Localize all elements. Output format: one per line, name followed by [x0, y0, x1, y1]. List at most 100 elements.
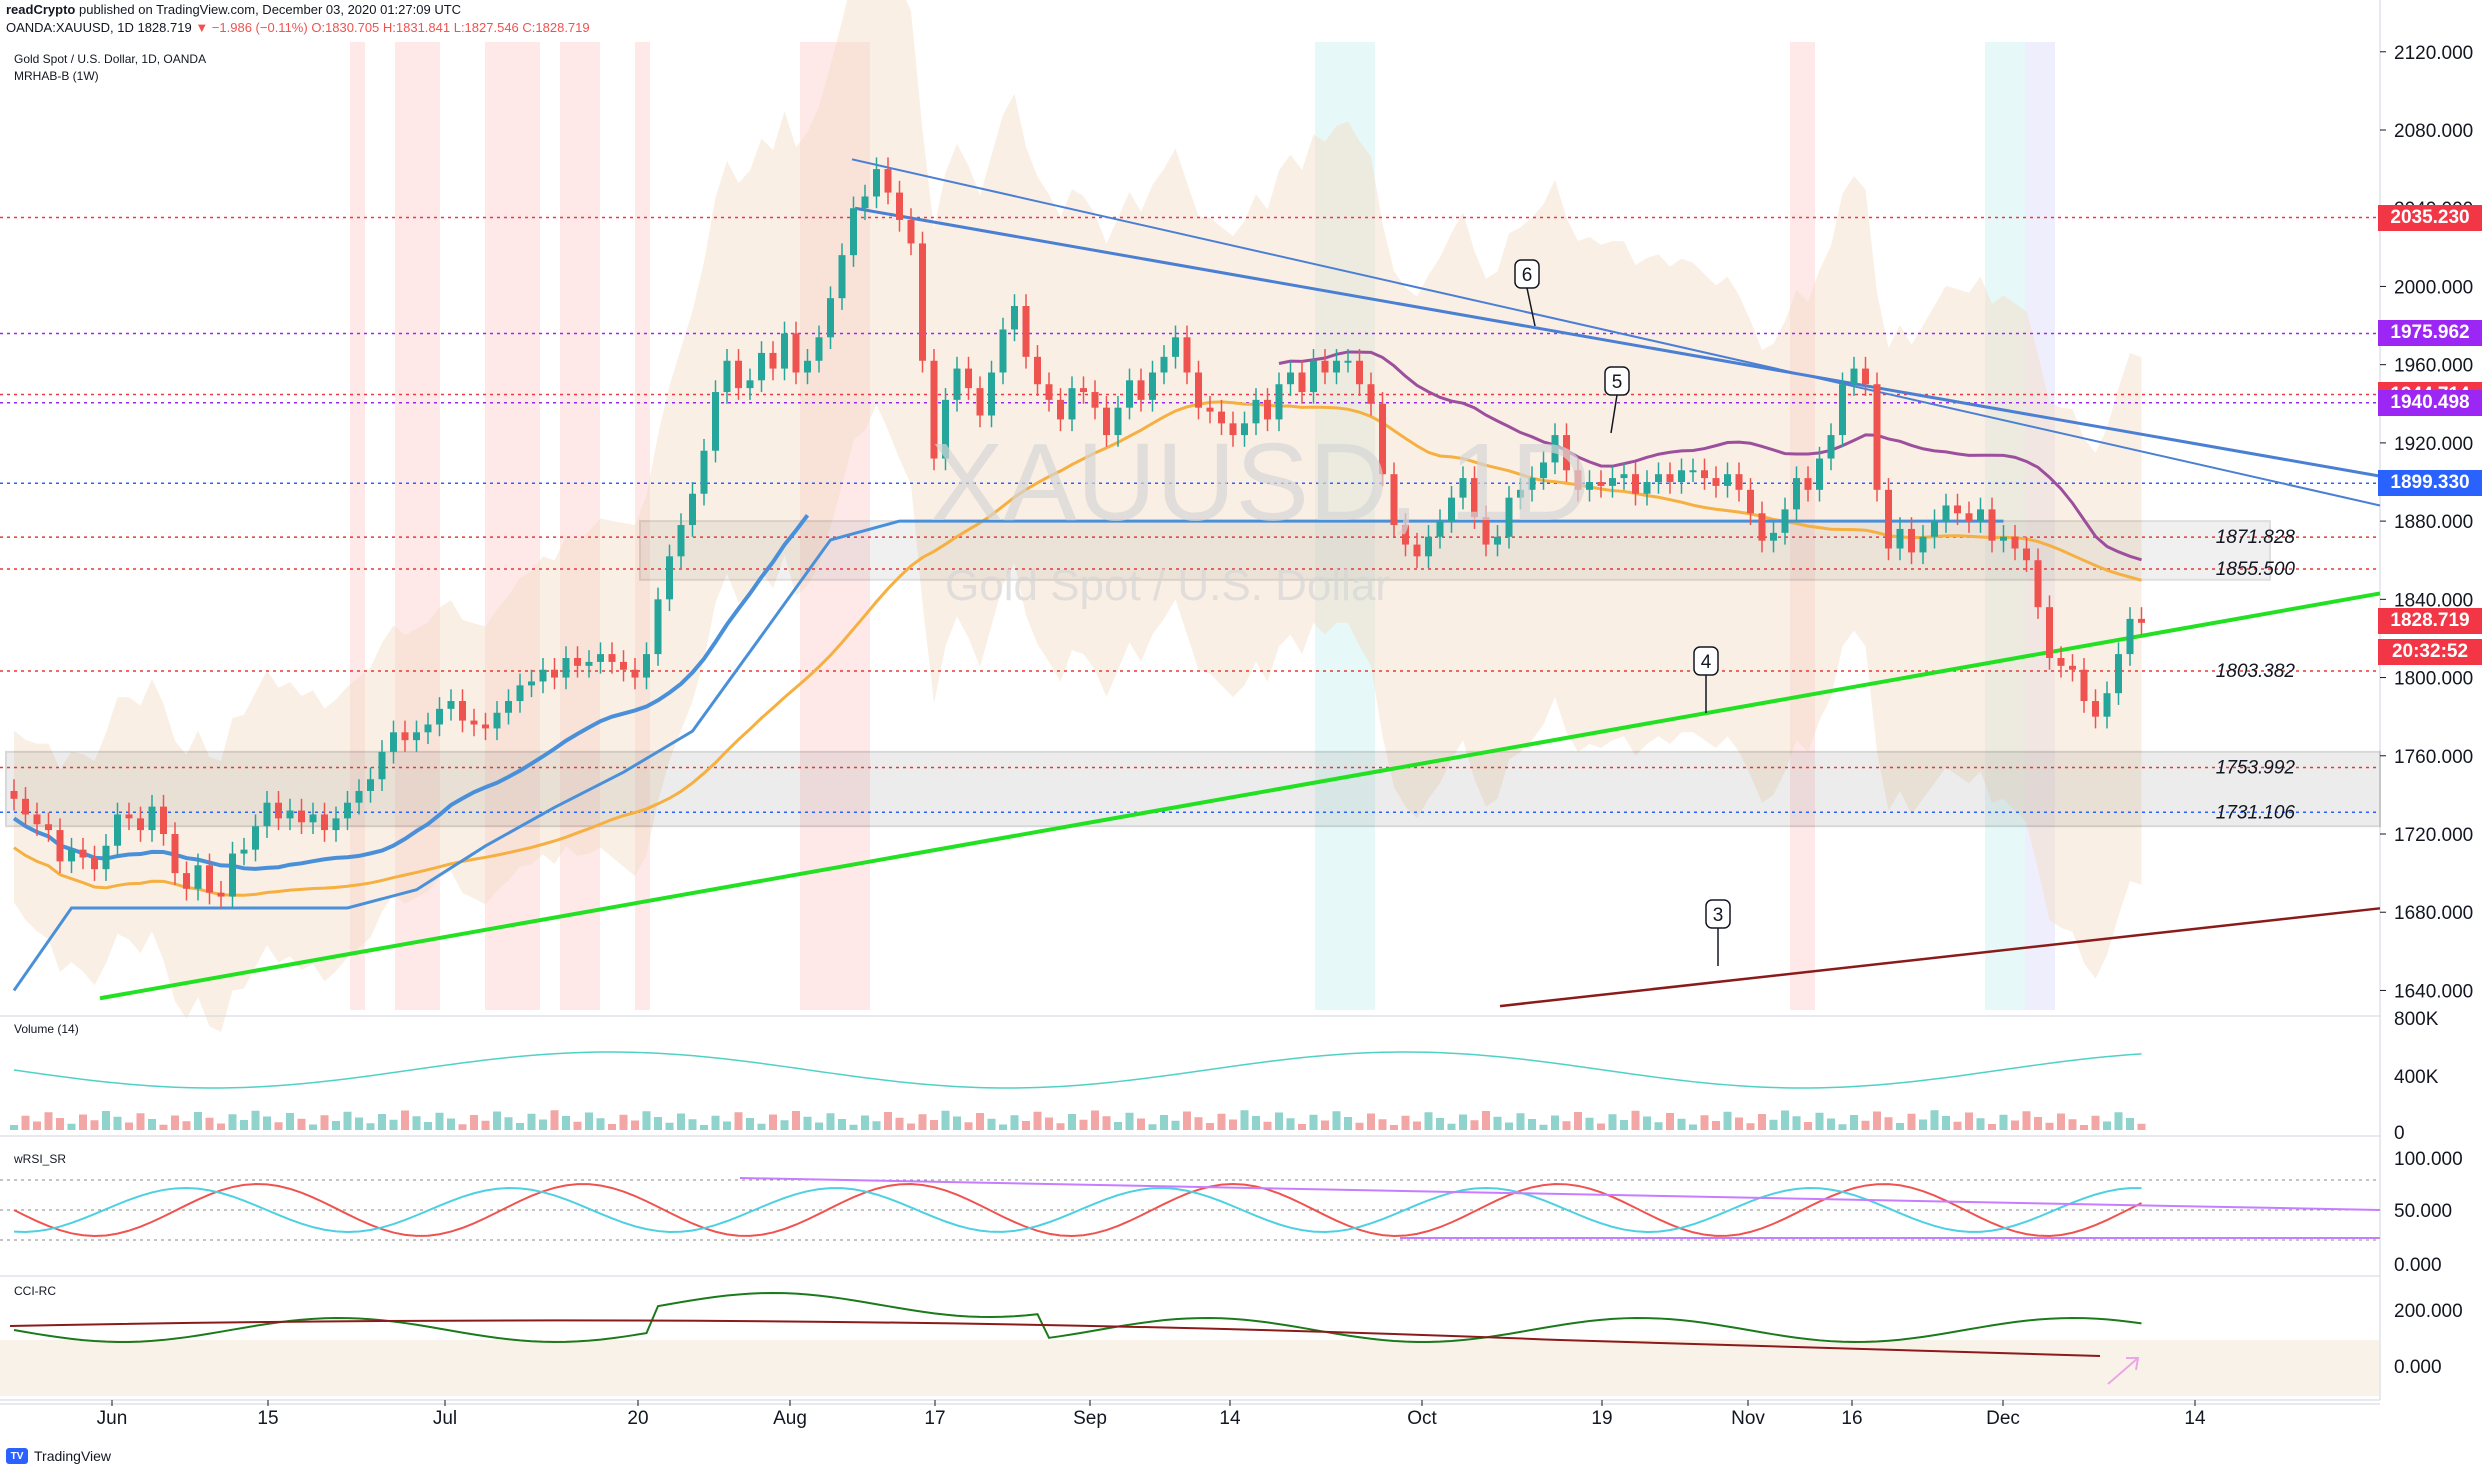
candle-body — [562, 658, 570, 678]
volume-bar — [332, 1121, 340, 1130]
candle-body — [1367, 384, 1375, 404]
envelope-cloud — [14, 0, 2142, 1032]
candle-body — [631, 669, 639, 678]
candle-body — [229, 853, 236, 897]
volume-bar — [1999, 1114, 2008, 1130]
candle-body — [286, 810, 294, 819]
volume-bar — [1148, 1124, 1157, 1130]
volume-bar — [1873, 1111, 1881, 1130]
volume-bar — [1574, 1112, 1582, 1130]
rsi-tick-label: 100.000 — [2394, 1149, 2463, 1170]
candle-body — [459, 701, 466, 721]
candle-body — [1241, 423, 1248, 436]
volume-bar — [838, 1119, 846, 1130]
volume-bar — [493, 1111, 501, 1130]
candle-body — [482, 724, 489, 729]
volume-bar — [458, 1124, 467, 1130]
volume-bar — [251, 1110, 260, 1130]
cci-tick-label: 0.000 — [2394, 1357, 2442, 1378]
volume-bar — [1459, 1114, 1467, 1130]
volume-bar — [2137, 1123, 2146, 1130]
candle-body — [68, 849, 75, 862]
legend-instrument[interactable]: Gold Spot / U.S. Dollar, 1D, OANDA — [14, 52, 207, 66]
volume-bar — [1965, 1112, 1973, 1130]
price-label: 1940.498 — [2378, 389, 2482, 416]
candle-body — [919, 243, 926, 361]
legend-rsi[interactable]: wRSI_SR — [14, 1152, 67, 1166]
candle-body — [1620, 474, 1628, 479]
candle-body — [114, 814, 121, 846]
volume-bar — [1217, 1113, 1226, 1130]
candle-body — [1597, 482, 1605, 486]
candle-body — [1977, 509, 1984, 522]
volume-bar — [1792, 1116, 1801, 1130]
candle-body — [597, 654, 604, 662]
rsi-signal — [13, 1186, 2142, 1234]
volume-bar — [746, 1118, 754, 1130]
volume-bar — [355, 1117, 363, 1130]
candle-body — [942, 399, 949, 459]
volume-bar — [907, 1123, 915, 1130]
volume-bar — [769, 1114, 777, 1130]
candle-body — [689, 493, 696, 526]
candle-body — [1988, 509, 1996, 541]
candle-body — [792, 333, 800, 373]
price-label: 1828.719 — [2378, 608, 2482, 635]
candle-body — [1183, 337, 1191, 373]
volume-bar — [895, 1117, 904, 1130]
candle-body — [1160, 356, 1168, 373]
candle-body — [1586, 482, 1593, 490]
volume-bar — [79, 1114, 87, 1130]
volume-bar — [539, 1119, 547, 1130]
candle-body — [1126, 380, 1133, 408]
volume-bar — [1505, 1122, 1513, 1130]
candle-body — [965, 368, 972, 389]
candle-body — [2034, 560, 2042, 608]
candle-body — [1850, 368, 1858, 385]
time-tick-label: Sep — [1073, 1408, 1107, 1429]
candle-body — [608, 654, 616, 662]
price-tick-label: 1720.000 — [2394, 825, 2473, 846]
volume-bar — [1643, 1116, 1651, 1130]
volume-bar — [366, 1123, 375, 1130]
rsi-line — [13, 1182, 2142, 1238]
time-tick-label: Oct — [1407, 1408, 1437, 1429]
candle-body — [1114, 407, 1122, 436]
candle-body — [539, 669, 547, 682]
volume-bar — [1045, 1117, 1053, 1130]
price-tick-label: 2080.000 — [2394, 121, 2473, 142]
candle-body — [1206, 407, 1214, 412]
candle-body — [1022, 306, 1030, 357]
candle-body — [1643, 482, 1651, 494]
volume-bar — [792, 1111, 800, 1130]
volume-bar — [2022, 1111, 2031, 1130]
candle-body — [1505, 497, 1513, 537]
candle-body — [2069, 665, 2076, 670]
legend-indicator[interactable]: MRHAB-B (1W) — [14, 69, 99, 83]
tradingview-logo-icon: TV — [6, 1448, 28, 1464]
legend-volume[interactable]: Volume (14) — [14, 1022, 79, 1036]
price-label: 2035.230 — [2378, 204, 2482, 231]
volume-bar — [217, 1123, 225, 1130]
candle-body — [1333, 360, 1340, 373]
volume-bar — [56, 1118, 64, 1130]
level-label: 1871.828 — [2216, 527, 2296, 548]
volume-bar — [642, 1111, 651, 1130]
volume-bar — [21, 1115, 30, 1130]
volume-bar — [585, 1112, 593, 1130]
legend-cci[interactable]: CCI-RC — [14, 1284, 56, 1298]
candle-body — [1540, 462, 1547, 479]
volume-bar — [2045, 1122, 2054, 1130]
cci-band — [0, 1340, 2380, 1396]
volume-bar — [435, 1112, 444, 1130]
volume-bar — [1114, 1122, 1122, 1130]
price-tick-label: 1760.000 — [2394, 747, 2473, 768]
candle-body — [769, 352, 777, 369]
volume-bar — [1850, 1115, 1858, 1130]
candle-body — [1678, 470, 1685, 482]
volume-bar — [2114, 1112, 2123, 1130]
candle-body — [355, 790, 363, 803]
volume-bar — [1378, 1119, 1387, 1130]
candle-body — [401, 732, 409, 741]
